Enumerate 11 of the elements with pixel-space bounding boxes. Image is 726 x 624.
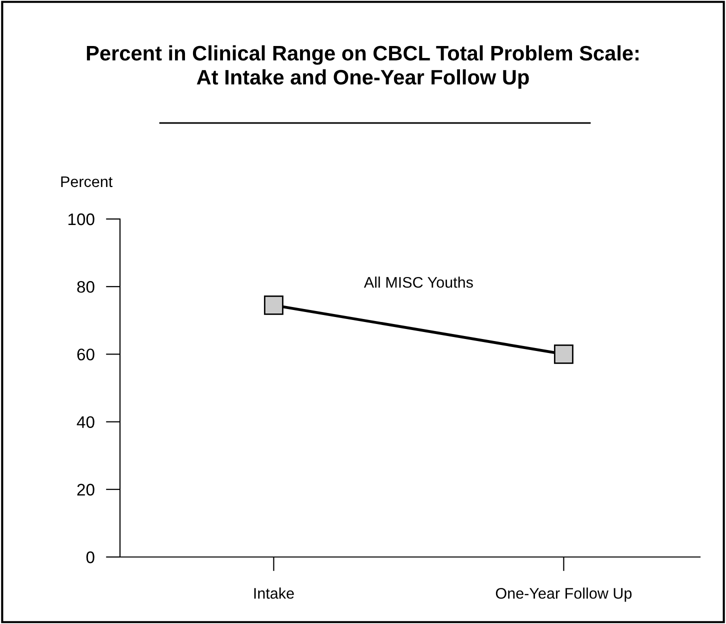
x-tick-label: Intake: [254, 588, 294, 599]
y-tick-label: 60: [77, 348, 94, 360]
text: All MISC Youths: [364, 276, 473, 288]
y-tick-label: 20: [77, 484, 94, 496]
chart-title: Percent in Clinical Range on CBCL Total Problem Scale: At Intake and One-Year Follow Up: [86, 45, 638, 89]
y-tick-label: 80: [77, 281, 94, 293]
x-tick-label: One-Year Follow Up: [496, 588, 632, 602]
y-tick-label: 100: [68, 213, 94, 226]
y-axis-title: Percent: [61, 176, 113, 188]
y-tick-label: 0: [86, 551, 94, 564]
y-tick-label: 40: [76, 416, 94, 428]
